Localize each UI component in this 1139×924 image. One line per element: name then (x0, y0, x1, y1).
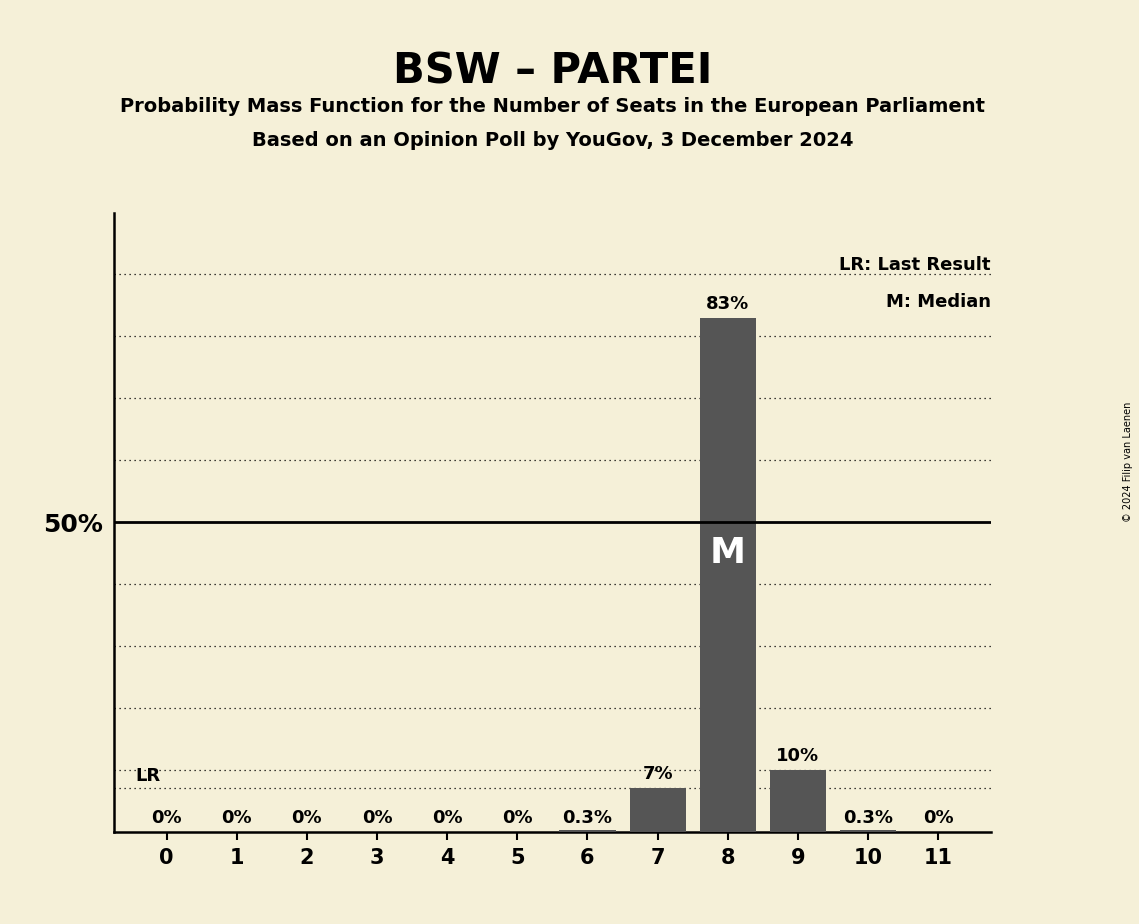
Text: 0%: 0% (221, 808, 252, 827)
Text: 0%: 0% (362, 808, 392, 827)
Bar (770, 770, 826, 832)
Text: LR: LR (134, 767, 161, 785)
Text: Based on an Opinion Poll by YouGov, 3 December 2024: Based on an Opinion Poll by YouGov, 3 De… (252, 131, 853, 151)
Text: BSW – PARTEI: BSW – PARTEI (393, 51, 712, 92)
Text: 0%: 0% (923, 808, 953, 827)
Text: Probability Mass Function for the Number of Seats in the European Parliament: Probability Mass Function for the Number… (120, 97, 985, 116)
Text: 7%: 7% (642, 765, 673, 784)
Text: LR: Last Result: LR: Last Result (839, 256, 991, 274)
Text: © 2024 Filip van Laenen: © 2024 Filip van Laenen (1123, 402, 1133, 522)
Text: 0%: 0% (292, 808, 322, 827)
Text: M: Median: M: Median (886, 293, 991, 311)
Text: 0%: 0% (502, 808, 533, 827)
Text: 0.3%: 0.3% (843, 808, 893, 827)
Bar (630, 788, 686, 832)
Text: M: M (710, 536, 746, 570)
Text: 0%: 0% (151, 808, 182, 827)
Bar (841, 830, 896, 832)
Text: 0%: 0% (432, 808, 462, 827)
Text: 0.3%: 0.3% (563, 808, 613, 827)
Text: 83%: 83% (706, 295, 749, 313)
Text: 10%: 10% (777, 747, 820, 765)
Bar (559, 830, 615, 832)
Bar (699, 318, 756, 832)
